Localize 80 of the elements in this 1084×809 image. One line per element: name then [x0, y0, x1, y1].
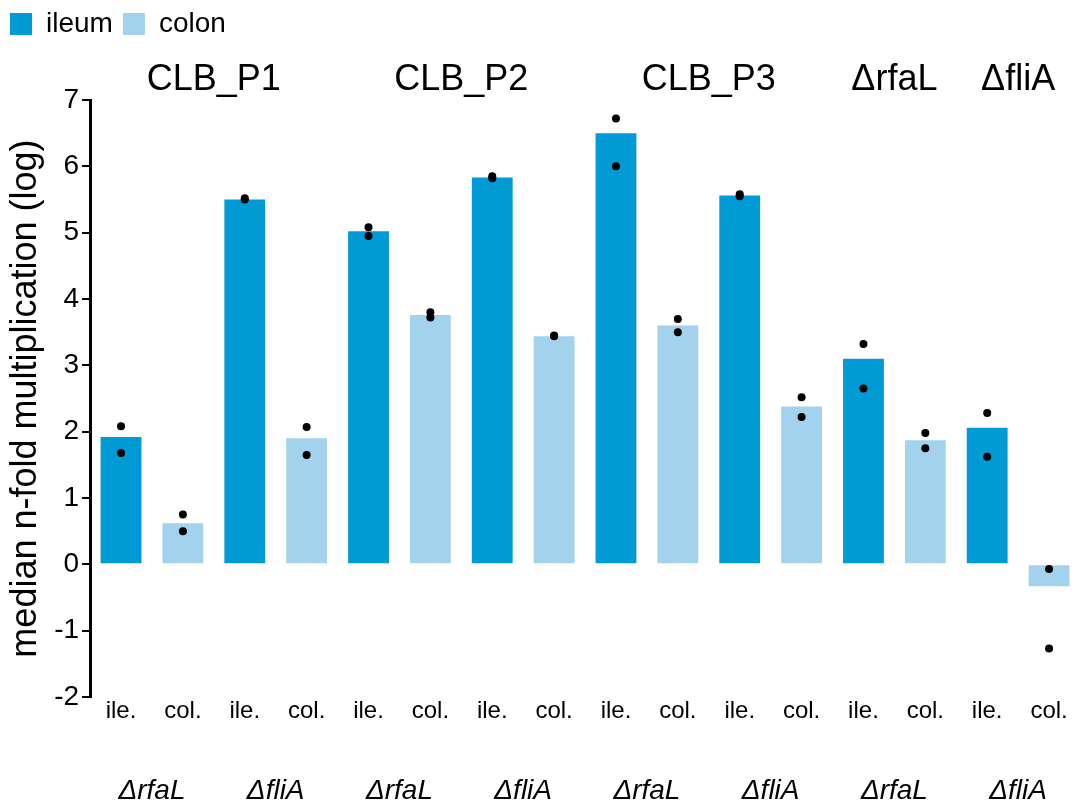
bar [657, 325, 699, 564]
x-tick-label: ile. [600, 696, 632, 724]
bar [533, 336, 575, 564]
text: ΔrfaL [364, 773, 433, 805]
legend-label: ileum [46, 6, 113, 38]
bar [471, 177, 513, 564]
x-tick-label: ile. [476, 696, 508, 724]
bar [966, 427, 1008, 564]
bar [904, 440, 946, 564]
point [921, 428, 930, 437]
y-axis-title: median n-fold multiplication (log) [2, 139, 44, 658]
y-tick-label: 1 [63, 480, 80, 512]
text: ΔfliA [981, 56, 1056, 98]
text: ΔrfaL [851, 56, 938, 98]
point [983, 452, 992, 461]
bar [719, 195, 761, 564]
point [117, 422, 126, 431]
x-tick-label: ile. [229, 696, 261, 724]
point [302, 423, 311, 432]
x-tick-label: col. [782, 696, 821, 724]
text: CLB_P2 [394, 56, 529, 98]
bar [348, 231, 389, 564]
x-tick-label: ile. [353, 696, 384, 724]
bar [224, 199, 266, 564]
point [673, 314, 682, 323]
point [983, 409, 992, 418]
point [1045, 564, 1054, 573]
x-tick-label: ile. [971, 696, 1003, 724]
point [364, 223, 373, 232]
y-tick-label: 0 [63, 547, 80, 579]
text: ΔfliA [245, 773, 305, 805]
text: ΔfliA [988, 773, 1047, 805]
x-tick-label: ile. [724, 696, 756, 724]
text: ΔfliA [493, 773, 553, 805]
x-tick-label: col. [906, 696, 945, 724]
text: ΔrfaL [859, 773, 928, 805]
bar [1028, 565, 1070, 587]
bar [843, 358, 884, 564]
point [1045, 644, 1054, 653]
point [178, 527, 187, 536]
y-tick-label: -2 [54, 679, 80, 711]
point [859, 340, 868, 349]
x-tick-label: col. [287, 696, 326, 724]
point [797, 393, 806, 402]
x-tick-label: col. [411, 696, 450, 724]
text: ΔrfaL [117, 773, 186, 805]
legend-label: colon [158, 6, 226, 38]
text: CLB_P1 [146, 56, 281, 98]
y-tick-label: 3 [63, 348, 80, 380]
text: ΔfliA [740, 773, 800, 805]
point [117, 448, 126, 457]
x-tick-label: col. [164, 696, 202, 724]
y-tick-label: -1 [54, 613, 80, 645]
x-tick-label: col. [1030, 696, 1068, 724]
bar [409, 314, 451, 564]
point [921, 444, 930, 453]
bar [162, 523, 204, 564]
point [797, 413, 806, 422]
x-tick-label: col. [659, 696, 697, 724]
point [302, 450, 311, 459]
y-tick-label: 4 [63, 281, 80, 313]
bar [595, 133, 637, 564]
text: ΔrfaL [612, 773, 681, 805]
point [673, 328, 682, 337]
text: CLB_P3 [641, 56, 776, 98]
bar [100, 436, 142, 564]
y-tick-label: 2 [63, 414, 80, 446]
bar [286, 438, 328, 564]
x-tick-label: ile. [105, 696, 137, 724]
point [364, 231, 373, 240]
point [611, 162, 620, 171]
y-tick-label: 7 [63, 82, 80, 114]
y-tick-label: 5 [63, 215, 80, 247]
point [859, 384, 868, 393]
x-tick-label: col. [535, 696, 573, 724]
point [178, 510, 187, 519]
point [611, 114, 620, 123]
y-tick-label: 6 [63, 149, 80, 181]
x-tick-label: ile. [848, 696, 879, 724]
bar [781, 406, 823, 564]
